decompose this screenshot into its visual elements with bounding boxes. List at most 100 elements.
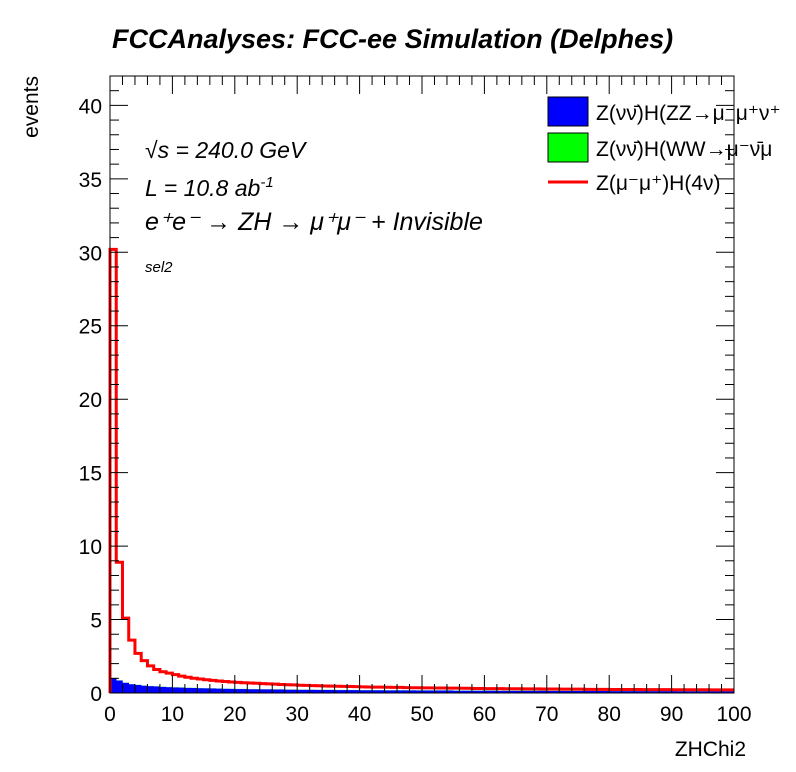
x-tick-label: 100 bbox=[716, 703, 751, 726]
bar-series-0-bin-10 bbox=[172, 687, 179, 693]
bar-series-0-bin-17 bbox=[216, 688, 223, 693]
bar-series-0-bin-67 bbox=[528, 690, 535, 693]
bar-series-0-bin-41 bbox=[365, 690, 373, 693]
bar-series-0-bin-13 bbox=[191, 688, 198, 693]
sqrt-s-symbol: √s bbox=[145, 137, 170, 163]
legend-label-ww: Z(νν̄)H(WW→μ⁻ν̄μ bbox=[596, 138, 772, 161]
bar-series-0-bin-39 bbox=[353, 690, 360, 693]
bar-series-0-bin-37 bbox=[340, 690, 348, 693]
y-tick-label: 20 bbox=[79, 389, 102, 412]
bar-series-0-bin-73 bbox=[565, 690, 573, 693]
process-annotation: e⁺e⁻ → ZH → μ⁺μ⁻ + Invisible bbox=[145, 208, 483, 236]
bar-series-0-bin-99 bbox=[727, 691, 735, 693]
bar-series-0-bin-44 bbox=[384, 690, 392, 693]
bar-series-0-bin-46 bbox=[397, 690, 404, 693]
bar-series-0-bin-49 bbox=[415, 690, 423, 693]
y-tick-label: 0 bbox=[90, 683, 102, 706]
bar-series-0-bin-95 bbox=[702, 691, 710, 693]
bar-series-0-bin-65 bbox=[515, 690, 523, 693]
x-tick-label: 10 bbox=[161, 703, 184, 726]
x-tick-label: 30 bbox=[286, 703, 309, 726]
bar-series-0-bin-22 bbox=[247, 689, 254, 693]
bar-series-0-bin-62 bbox=[496, 690, 504, 693]
x-tick-label: 50 bbox=[410, 703, 433, 726]
y-tick-label: 25 bbox=[79, 316, 102, 339]
bar-series-0-bin-86 bbox=[646, 691, 654, 693]
bar-series-0-bin-60 bbox=[484, 690, 491, 693]
bar-series-0-bin-12 bbox=[184, 687, 192, 693]
bar-series-0-bin-42 bbox=[372, 690, 379, 693]
bar-series-0-bin-76 bbox=[584, 690, 591, 693]
axis-ticks bbox=[109, 75, 735, 694]
bar-series-0-bin-47 bbox=[403, 690, 410, 693]
bar-series-0-bin-66 bbox=[521, 690, 529, 693]
bar-series-0-bin-97 bbox=[715, 691, 722, 693]
legend-label-signal: Z(μ⁻μ⁺)H(4ν) bbox=[596, 172, 721, 195]
bar-series-0-bin-16 bbox=[209, 688, 217, 693]
bar-series-0-bin-92 bbox=[684, 691, 691, 693]
x-tick-labels: 0 10 20 30 40 50 60 70 80 90 100 bbox=[104, 703, 751, 726]
x-tick-label: 60 bbox=[473, 703, 496, 726]
bar-series-0-bin-64 bbox=[509, 690, 516, 693]
y-tick-label: 40 bbox=[79, 95, 102, 118]
bar-series-0-bin-24 bbox=[259, 689, 267, 693]
bar-series-0-bin-35 bbox=[328, 689, 335, 693]
bar-series-0-bin-94 bbox=[696, 691, 704, 693]
bar-series-0-bin-90 bbox=[671, 691, 679, 693]
x-tick-label: 90 bbox=[660, 703, 683, 726]
chart-title: FCCAnalyses: FCC-ee Simulation (Delphes) bbox=[112, 24, 673, 54]
bar-series-0-bin-20 bbox=[234, 689, 242, 693]
bar-series-0-bin-6 bbox=[147, 686, 154, 693]
bar-series-0-bin-48 bbox=[409, 690, 417, 693]
bar-series-0-bin-9 bbox=[166, 687, 173, 693]
bar-series-0-bin-55 bbox=[453, 690, 460, 693]
y-tick-label: 5 bbox=[90, 610, 102, 633]
bar-series-0-bin-26 bbox=[272, 689, 279, 693]
bar-series-0-bin-59 bbox=[478, 690, 485, 693]
bar-series-0-bin-50 bbox=[422, 690, 429, 693]
svg-text:√s = 240.0 GeV: √s = 240.0 GeV bbox=[145, 137, 308, 163]
legend-label-zz: Z(νν̄)H(ZZ→μ⁻μ⁺ν⁺ bbox=[596, 102, 781, 125]
bar-series-0-bin-0 bbox=[110, 678, 117, 693]
bar-series-0-bin-78 bbox=[596, 690, 604, 693]
bar-series-0-bin-19 bbox=[228, 688, 236, 693]
bar-series-0-bin-28 bbox=[284, 689, 292, 693]
bar-series-0-bin-82 bbox=[621, 691, 629, 693]
luminosity-exponent: -1 bbox=[260, 174, 273, 191]
bar-series-0-bin-77 bbox=[590, 690, 598, 693]
bar-series-0-bin-51 bbox=[428, 690, 435, 693]
bar-series-0-bin-54 bbox=[446, 690, 454, 693]
x-axis-label: ZHChi2 bbox=[675, 738, 746, 761]
bar-series-0-bin-70 bbox=[546, 690, 554, 693]
x-tick-label: 40 bbox=[348, 703, 371, 726]
bar-series-0-bin-43 bbox=[378, 690, 385, 693]
x-tick-label: 80 bbox=[598, 703, 621, 726]
bar-series-0-bin-1 bbox=[116, 680, 123, 693]
luminosity-annotation: L = 10.8 ab-1 bbox=[145, 174, 274, 201]
bar-series-0-bin-45 bbox=[390, 690, 398, 693]
bar-series-0-bin-96 bbox=[709, 691, 716, 693]
bar-series-0-bin-98 bbox=[721, 691, 729, 693]
bar-series-0-bin-23 bbox=[253, 689, 261, 693]
y-axis-label: events bbox=[20, 76, 43, 138]
bar-series-0-bin-14 bbox=[197, 688, 204, 693]
y-tick-labels: 0 5 10 15 20 25 30 35 40 bbox=[79, 95, 102, 706]
bar-series-0-bin-21 bbox=[241, 689, 248, 693]
bar-series-0-bin-40 bbox=[359, 690, 367, 693]
bar-series-0-bin-8 bbox=[159, 686, 167, 693]
bar-series-0-bin-31 bbox=[303, 689, 310, 693]
bar-series-0-bin-79 bbox=[602, 690, 610, 693]
bar-series-0-bin-68 bbox=[534, 690, 541, 693]
legend-swatch-ww bbox=[547, 132, 589, 163]
y-tick-label: 15 bbox=[79, 463, 102, 486]
bar-series-0-bin-11 bbox=[178, 687, 186, 693]
y-tick-label: 30 bbox=[79, 242, 102, 265]
bar-series-0-bin-15 bbox=[203, 688, 211, 693]
bar-series-0-bin-33 bbox=[315, 689, 323, 693]
bar-series-0-bin-34 bbox=[322, 689, 329, 693]
y-tick-label: 10 bbox=[79, 536, 102, 559]
x-tick-label: 20 bbox=[223, 703, 246, 726]
bar-series-0-bin-53 bbox=[440, 690, 448, 693]
